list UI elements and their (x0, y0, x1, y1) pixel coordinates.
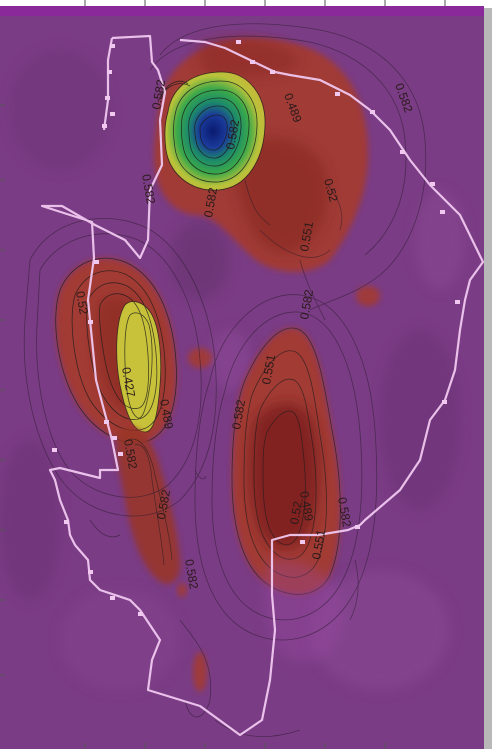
contour-label: 0.52 (73, 290, 91, 316)
background-mottling (0, 50, 465, 690)
contour-label: 0.582 (182, 558, 201, 590)
anomaly-lower-left-streak (115, 426, 181, 584)
boundary-markers (52, 40, 460, 616)
contour-label: 0.427 (119, 366, 138, 398)
contour-label: 0.582 (121, 438, 140, 470)
contour-label: 0.52 (321, 177, 341, 203)
contour-label: 0.582 (149, 78, 168, 110)
contour-label: 0.489 (297, 490, 316, 522)
anomaly-lower-right (231, 327, 341, 595)
anomaly-left-middle (55, 257, 177, 444)
outer-contour-lines (23, 23, 427, 737)
contour-label: 0.582 (229, 398, 248, 430)
contour-label: 0.582 (201, 186, 220, 218)
map-right-scrollbar[interactable] (484, 8, 492, 749)
contour-label: 0.582 (223, 118, 242, 150)
contour-label: 0.551 (297, 220, 316, 252)
contour-labels: 0.582 0.582 0.489 0.52 0.551 0.582 0.52 … (73, 78, 416, 590)
contour-label: 0.582 (297, 288, 316, 320)
contour-label: 0.489 (157, 398, 176, 430)
small-anomalies (177, 286, 380, 692)
anomaly-cool-spot (157, 71, 266, 191)
map-top-frame (0, 6, 484, 16)
contour-label: 0.52 (287, 500, 305, 526)
survey-boundary (40, 34, 485, 737)
axis-ticks (0, 0, 446, 749)
contour-label: 0.582 (154, 488, 173, 520)
contour-label: 0.582 (335, 496, 354, 528)
contour-label: 0.582 (139, 173, 158, 205)
contour-label: 0.551 (309, 528, 328, 560)
contour-label: 0.551 (259, 353, 278, 385)
